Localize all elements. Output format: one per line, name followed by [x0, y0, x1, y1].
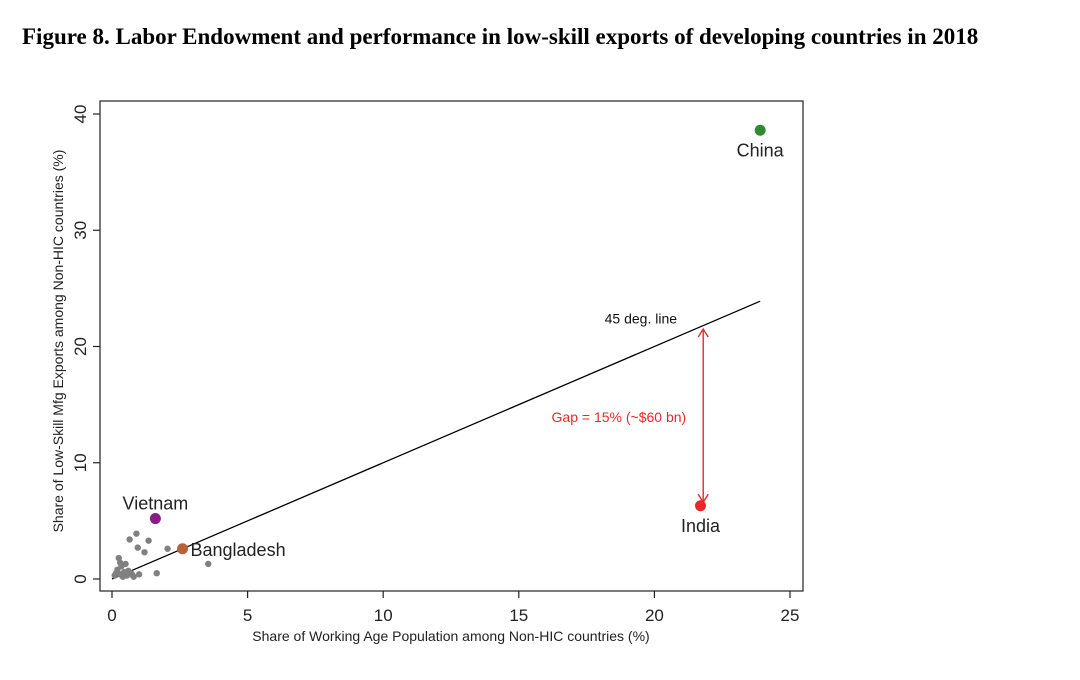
india-label: India — [681, 516, 721, 536]
country-point — [129, 571, 136, 579]
country-point — [164, 545, 171, 552]
x-axis: 0 5 10 15 20 25 — [107, 591, 799, 625]
country-point — [122, 560, 129, 568]
y-axis: 0 10 20 30 40 — [71, 105, 100, 584]
y-axis-label: Share of Low-Skill Mfg Exports among Non… — [50, 150, 66, 533]
x-tick-label: 5 — [243, 606, 252, 625]
diagonal-line — [111, 300, 761, 580]
country-point — [126, 536, 133, 543]
x-tick-label: 0 — [107, 606, 116, 625]
gap-annotation: Gap = 15% (~$60 bn) — [552, 327, 709, 504]
y-tick-label: 0 — [71, 574, 90, 583]
y-tick-label: 20 — [71, 337, 90, 356]
x-tick-label: 20 — [645, 606, 664, 625]
china-label: China — [737, 140, 785, 160]
country-point — [145, 537, 152, 544]
diagonal-line-label: 45 deg. line — [605, 310, 678, 326]
bangladesh-point — [177, 543, 189, 555]
y-tick-label: 10 — [71, 453, 90, 472]
x-tick-label: 15 — [509, 606, 528, 625]
country-point — [205, 560, 212, 568]
country-point — [133, 530, 140, 537]
india-point — [695, 500, 707, 512]
other-countries-points — [111, 530, 212, 580]
figure-title: Figure 8. Labor Endowment and performanc… — [22, 24, 979, 49]
x-tick-label: 25 — [781, 606, 800, 625]
plot-area — [99, 100, 804, 592]
country-point — [116, 559, 124, 566]
country-point — [134, 544, 141, 551]
x-tick-label: 10 — [374, 606, 393, 625]
country-point — [153, 569, 160, 577]
china-point — [754, 124, 766, 136]
country-point — [141, 549, 148, 556]
bangladesh-label: Bangladesh — [191, 540, 286, 560]
y-tick-label: 40 — [71, 105, 90, 124]
x-axis-label: Share of Working Age Population among No… — [252, 628, 649, 644]
45-degree-line: 45 deg. line — [111, 300, 761, 580]
vietnam-point — [149, 513, 161, 525]
country-point — [135, 571, 143, 578]
gap-label: Gap = 15% (~$60 bn) — [552, 409, 687, 425]
gap-arrow-head-up — [697, 327, 709, 338]
highlighted-countries: China India Vietnam Bangladesh — [123, 124, 785, 560]
vietnam-label: Vietnam — [123, 494, 189, 514]
y-tick-label: 30 — [71, 221, 90, 240]
